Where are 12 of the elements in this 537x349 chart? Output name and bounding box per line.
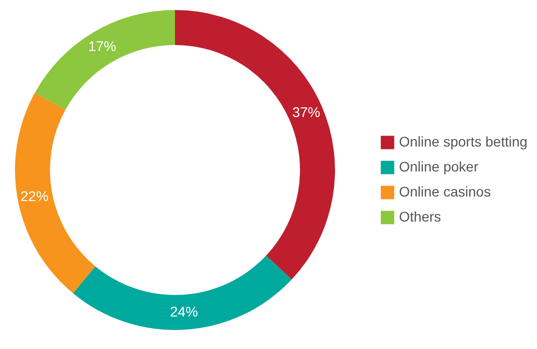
legend-label: Online sports betting — [399, 134, 528, 150]
donut-slice — [175, 10, 335, 280]
donut-slice — [34, 10, 175, 110]
data-label: 37% — [292, 104, 320, 120]
data-label: 17% — [88, 38, 116, 54]
donut-slice — [15, 92, 96, 294]
data-label: 22% — [20, 188, 49, 204]
legend-label: Online poker — [399, 158, 479, 174]
legend-label: Online casinos — [399, 184, 491, 200]
donut-slice — [73, 256, 292, 330]
data-label: 24% — [170, 304, 198, 320]
legend-label: Others — [399, 208, 442, 224]
